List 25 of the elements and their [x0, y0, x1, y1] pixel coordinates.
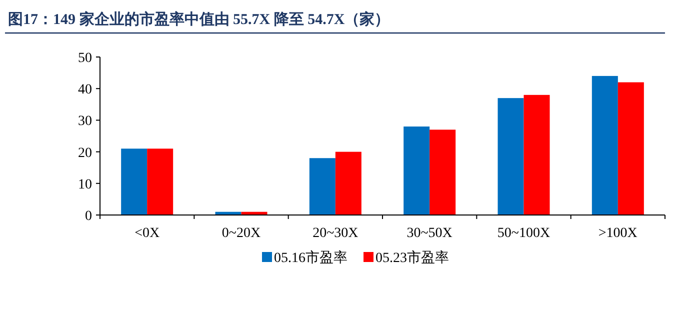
y-tick-label: 30	[78, 114, 92, 130]
legend-label: 05.16市盈率	[274, 250, 348, 266]
y-tick-label: 20	[78, 146, 92, 161]
bar	[335, 152, 362, 215]
bar	[618, 82, 644, 215]
bar	[309, 158, 336, 215]
x-tick-label: 50~100X	[497, 226, 550, 241]
x-tick-label: 30~50X	[406, 226, 452, 241]
legend-label: 05.23市盈率	[376, 250, 449, 266]
bar	[121, 148, 148, 215]
x-tick-label: >100X	[598, 226, 638, 241]
chart-title: 图17：149 家企业的市盈率中值由 55.7X 降至 54.7X（家）	[8, 10, 390, 28]
x-tick-label: 20~30X	[312, 226, 358, 241]
y-tick-label: 40	[78, 82, 92, 98]
x-tick-label: <0X	[134, 226, 160, 241]
bar	[147, 148, 174, 215]
y-tick-label: 10	[78, 177, 92, 192]
y-tick-label: 50	[78, 51, 92, 66]
bar	[524, 94, 550, 215]
bar	[430, 130, 456, 215]
bar	[592, 76, 618, 215]
bar	[404, 126, 430, 215]
bar	[498, 98, 524, 215]
y-tick-label: 0	[85, 209, 92, 224]
x-tick-label: 0~20X	[222, 226, 261, 241]
